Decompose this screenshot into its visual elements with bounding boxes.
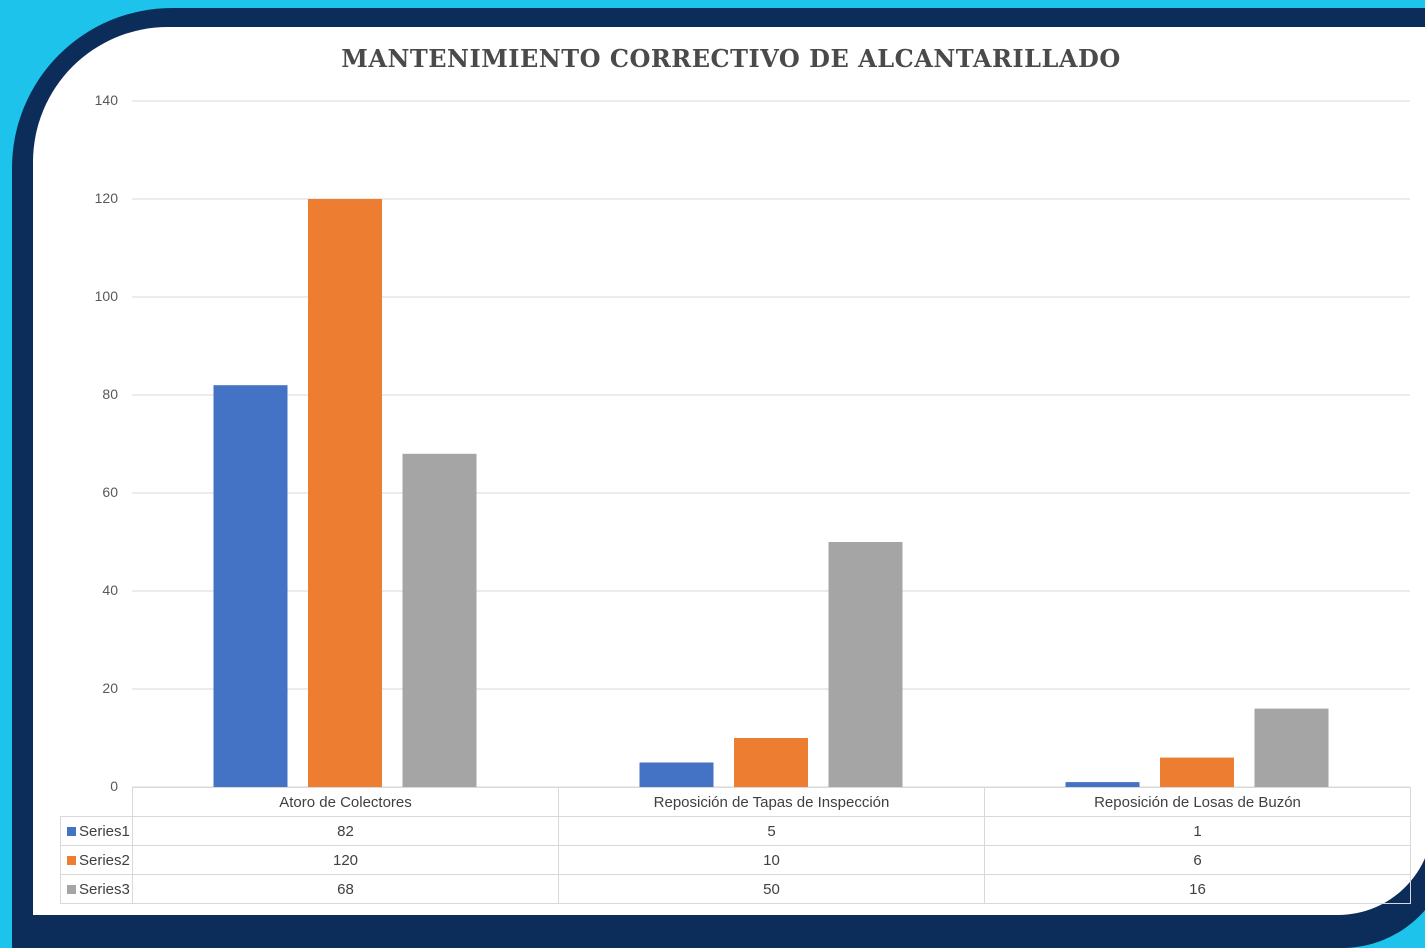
table-row-series3: Series3 68 50 16 bbox=[60, 874, 1411, 904]
y-tick-label: 0 bbox=[110, 778, 118, 794]
chart-data-table: Atoro de Colectores Reposición de Tapas … bbox=[60, 787, 1411, 904]
data-label: 6 bbox=[984, 845, 1411, 875]
legend-label: Series1 bbox=[79, 822, 130, 840]
data-label: 68 bbox=[132, 874, 559, 904]
bar-series2-3 bbox=[1160, 757, 1234, 787]
y-tick-label: 80 bbox=[102, 386, 118, 402]
bar-series2-1 bbox=[308, 199, 382, 787]
bar-series2-2 bbox=[734, 738, 808, 787]
data-label: 5 bbox=[558, 816, 985, 846]
y-tick-label: 20 bbox=[102, 680, 118, 696]
bar-series3-1 bbox=[402, 453, 477, 787]
y-tick-label: 40 bbox=[102, 582, 118, 598]
data-label: 1 bbox=[984, 816, 1411, 846]
legend-label: Series2 bbox=[79, 851, 130, 869]
table-corner bbox=[60, 787, 133, 817]
category-label: Reposición de Tapas de Inspección bbox=[558, 787, 985, 817]
bar-series3-2 bbox=[828, 542, 903, 787]
legend-swatch-series2 bbox=[67, 855, 76, 865]
legend-label: Series3 bbox=[79, 880, 130, 898]
table-row-series2: Series2 120 10 6 bbox=[60, 845, 1411, 875]
category-label: Atoro de Colectores bbox=[132, 787, 559, 817]
category-label: Reposición de Losas de Buzón bbox=[984, 787, 1411, 817]
y-tick-label: 140 bbox=[94, 92, 118, 108]
legend-entry-series2: Series2 bbox=[60, 845, 133, 875]
y-tick-label: 120 bbox=[94, 190, 118, 206]
table-row-series1: Series1 82 5 1 bbox=[60, 816, 1411, 846]
data-label: 16 bbox=[984, 874, 1411, 904]
legend-swatch-series3 bbox=[67, 884, 76, 894]
bar-series3-3 bbox=[1254, 708, 1329, 787]
bar-series1-1 bbox=[213, 385, 288, 787]
chart-title: MANTENIMIENTO CORRECTIVO DE ALCANTARILLA… bbox=[341, 44, 1121, 73]
legend-swatch-series1 bbox=[67, 826, 76, 836]
y-tick-label: 100 bbox=[94, 288, 118, 304]
bar-series1-2 bbox=[639, 762, 714, 787]
data-label: 120 bbox=[132, 845, 559, 875]
legend-entry-series1: Series1 bbox=[60, 816, 133, 846]
table-header-row: Atoro de Colectores Reposición de Tapas … bbox=[60, 787, 1411, 817]
data-label: 50 bbox=[558, 874, 985, 904]
chart-plot bbox=[132, 100, 1410, 788]
data-label: 10 bbox=[558, 845, 985, 875]
y-tick-label: 60 bbox=[102, 484, 118, 500]
legend-entry-series3: Series3 bbox=[60, 874, 133, 904]
data-label: 82 bbox=[132, 816, 559, 846]
bar-series1-3 bbox=[1065, 782, 1140, 787]
